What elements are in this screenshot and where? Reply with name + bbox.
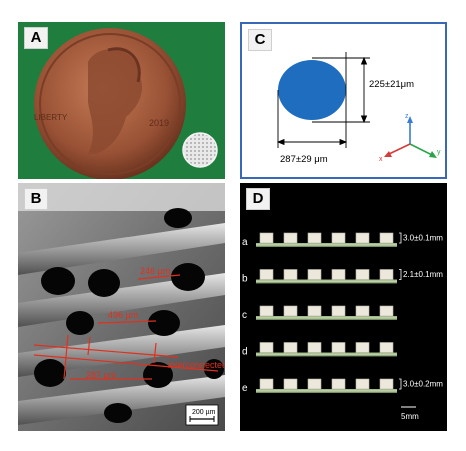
glass-slide xyxy=(256,389,397,393)
pore-diagram: 225±21μm 287±29 μm z y x xyxy=(276,52,441,165)
scaffold-block xyxy=(259,305,274,317)
coin-liberty-text: LIBERTY xyxy=(34,113,68,122)
scaffold-disc xyxy=(182,132,218,168)
height-label: 3.0±0.2mm xyxy=(403,380,443,389)
scaffold-block xyxy=(283,378,298,390)
dim-bottom-label: 287 µm xyxy=(86,370,116,380)
scaffold-block xyxy=(259,378,274,390)
height-label: 3.0±0.1mm xyxy=(403,234,443,243)
panel-d-photo: a 3.0±0.1mm b 2.1±0.1mm c d e 3.0±0.2mm 5mm D xyxy=(240,183,447,431)
axis-x-label: x xyxy=(379,156,383,163)
scaffold-block xyxy=(259,269,274,280)
scaffold-row: a 3.0±0.1mm xyxy=(242,232,443,248)
scaffold-block xyxy=(379,342,394,353)
row-letter: d xyxy=(242,347,248,358)
dim-mid-label: 496 µm xyxy=(108,310,138,320)
sem-image: 246 µm 496 µm 287 µm interconnected 200 … xyxy=(18,183,225,431)
pore-ellipse xyxy=(278,60,346,120)
axis-z-label: z xyxy=(405,113,409,120)
row-letter: a xyxy=(242,237,248,248)
scaffold-block xyxy=(331,269,346,280)
panel-c-diagram: 225±21μm 287±29 μm z y x C xyxy=(240,22,447,179)
glass-slide xyxy=(256,316,397,320)
scaffold-block xyxy=(307,378,322,390)
scaffold-block xyxy=(259,342,274,353)
scaffold-row: e 3.0±0.2mm xyxy=(242,378,443,394)
height-label: 225±21μm xyxy=(369,79,414,90)
scaffold-block xyxy=(307,232,322,244)
scaffold-block xyxy=(355,232,370,244)
scaffold-block xyxy=(283,232,298,244)
height-bracket xyxy=(399,378,402,390)
scaffold-block xyxy=(283,342,298,353)
scaffold-block xyxy=(331,232,346,244)
scaffold-block xyxy=(307,342,322,353)
interconnected-label: interconnected xyxy=(168,360,225,370)
scaffold-block xyxy=(259,232,274,244)
sem-struts xyxy=(18,223,225,425)
scaffold-row: d xyxy=(242,342,397,358)
scaffold-block xyxy=(283,305,298,317)
scaffold-block xyxy=(355,305,370,317)
height-dimension xyxy=(312,52,370,124)
panel-b-sem: 246 µm 496 µm 287 µm interconnected 200 … xyxy=(18,183,225,431)
panel-a-label: A xyxy=(24,27,48,49)
scaffold-block xyxy=(379,232,394,244)
scaffold-block xyxy=(307,269,322,280)
scaffold-rows-photo: a 3.0±0.1mm b 2.1±0.1mm c d e 3.0±0.2mm 5mm xyxy=(240,183,447,431)
panel-a-photo: LIBERTY 2019 A xyxy=(18,22,225,179)
photo-scale-label: 5mm xyxy=(401,412,419,421)
height-bracket xyxy=(399,269,402,280)
row-letter: c xyxy=(242,310,247,321)
scaffold-block xyxy=(355,378,370,390)
dim-top-label: 246 µm xyxy=(140,266,170,276)
scaffold-block xyxy=(307,305,322,317)
scaffold-block xyxy=(379,269,394,280)
coin-year-text: 2019 xyxy=(149,118,169,128)
scaffold-block xyxy=(331,342,346,353)
panel-d-label: D xyxy=(246,188,270,210)
panel-b-label: B xyxy=(24,188,48,210)
sem-scale-label: 200 µm xyxy=(192,409,216,416)
glass-slide xyxy=(256,279,397,284)
width-label: 287±29 μm xyxy=(280,154,328,165)
scaffold-block xyxy=(355,342,370,353)
row-letter: e xyxy=(242,383,248,394)
row-letter: b xyxy=(242,274,248,285)
width-dimension xyxy=(276,90,348,148)
scaffold-block xyxy=(355,269,370,280)
penny-photo: LIBERTY 2019 xyxy=(34,28,218,179)
glass-slide xyxy=(256,352,397,357)
scaffold-block xyxy=(379,305,394,317)
lincoln-profile xyxy=(88,49,143,155)
sem-scale-bar: 200 µm xyxy=(185,404,219,426)
height-bracket xyxy=(399,232,402,244)
scaffold-block xyxy=(331,378,346,390)
height-label: 2.1±0.1mm xyxy=(403,270,443,279)
scaffold-block xyxy=(379,378,394,390)
glass-slide xyxy=(256,243,397,247)
scaffold-row: c xyxy=(242,305,397,321)
red-dimension-lines xyxy=(33,274,219,380)
panel-c-label: C xyxy=(248,29,272,51)
axes-triad xyxy=(384,116,437,158)
sem-pores xyxy=(34,208,224,423)
scaffold-row: b 2.1±0.1mm xyxy=(242,269,443,285)
axis-y-label: y xyxy=(437,149,441,156)
scaffold-block xyxy=(283,269,298,280)
scaffold-block xyxy=(331,305,346,317)
